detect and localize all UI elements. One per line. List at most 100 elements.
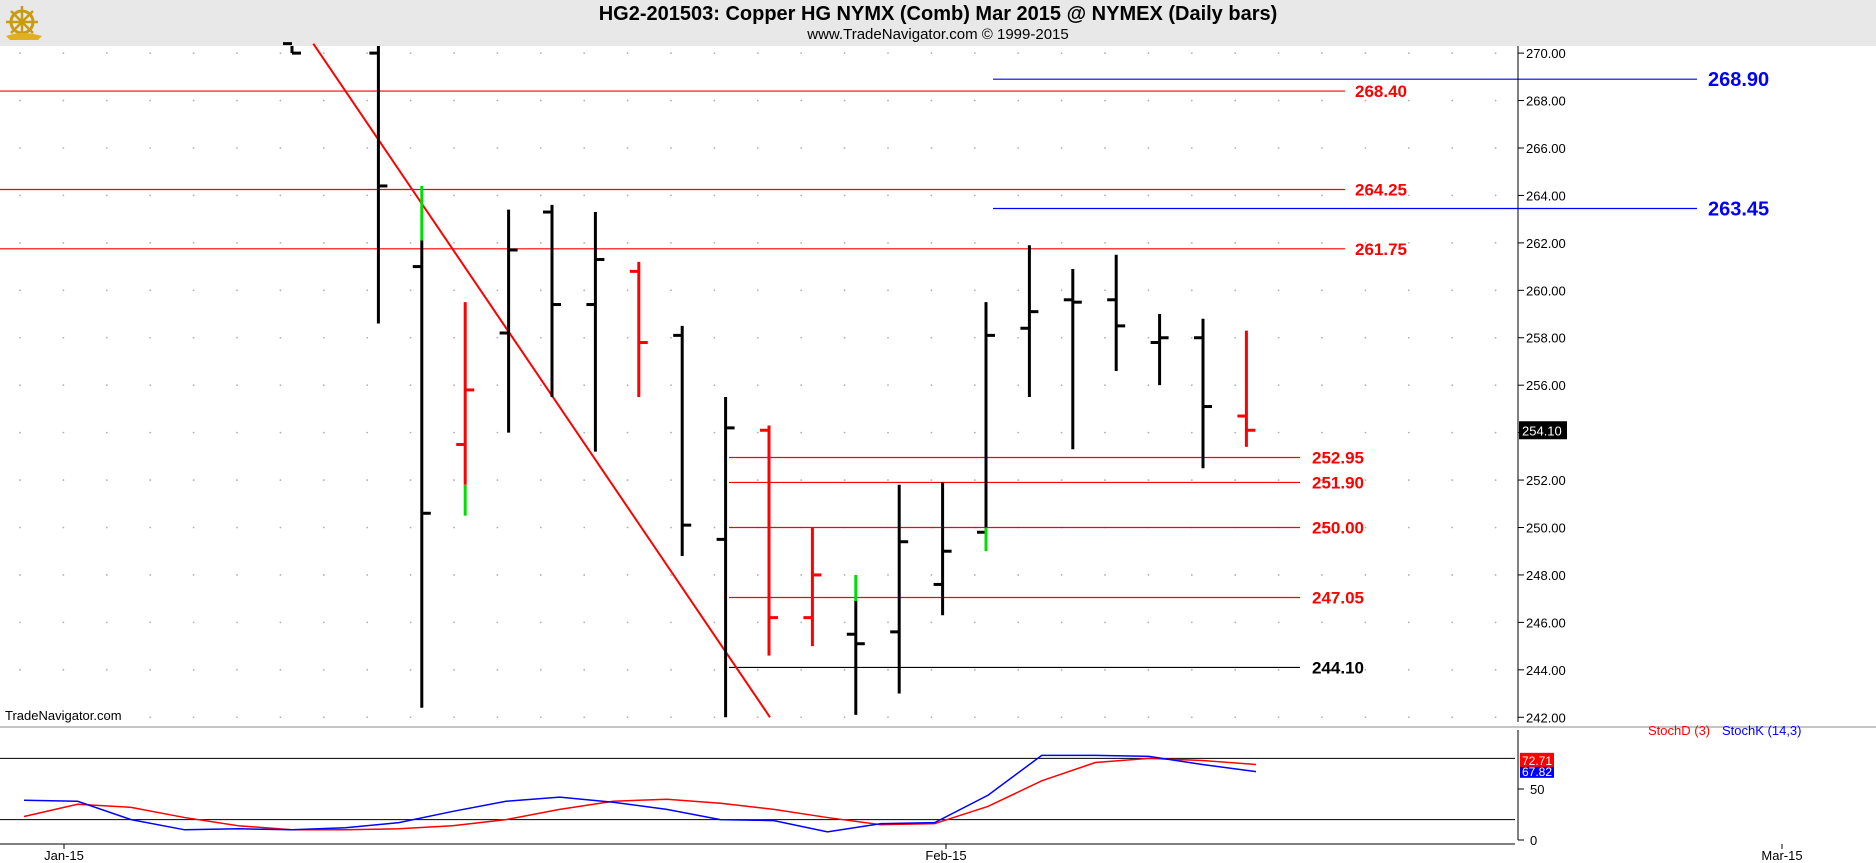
grid-dot <box>105 289 108 292</box>
grid-dot <box>973 479 976 481</box>
grid-dot <box>279 526 282 529</box>
grid-dot <box>930 384 933 387</box>
plot-area <box>0 46 1515 722</box>
grid-dot <box>1277 52 1280 55</box>
grid-dot <box>453 431 455 434</box>
grid-dot <box>1494 621 1497 624</box>
grid-dot <box>1321 526 1323 529</box>
grid-dot <box>1060 289 1063 292</box>
grid-dot <box>322 289 325 292</box>
grid-dot <box>1060 147 1063 149</box>
grid-dot <box>366 621 369 624</box>
grid-dot <box>1451 241 1454 244</box>
grid-dot <box>583 621 586 624</box>
grid-dot <box>409 241 412 244</box>
grid-dot <box>453 147 455 149</box>
grid-dot <box>1494 574 1497 576</box>
grid-dot <box>1104 668 1106 671</box>
grid-dot <box>1321 479 1323 481</box>
grid-dot <box>453 621 455 624</box>
grid-dot <box>1060 431 1063 434</box>
grid-dot <box>800 431 803 434</box>
grid-dot <box>19 289 21 292</box>
grid-dot <box>1017 574 1020 576</box>
grid-dot <box>583 431 586 434</box>
grid-dot <box>1234 574 1237 576</box>
grid-dot <box>1017 668 1020 671</box>
grid-dot <box>1494 336 1497 339</box>
grid-dot <box>670 431 672 434</box>
grid-dot <box>496 52 499 55</box>
grid-dot <box>583 384 586 387</box>
grid-dot <box>539 668 542 671</box>
grid-dot <box>583 574 586 576</box>
grid-dot <box>1364 574 1367 576</box>
grid-dot <box>279 147 282 149</box>
grid-dot <box>843 289 846 292</box>
grid-dot <box>539 716 542 719</box>
grid-dot <box>279 241 282 244</box>
level-label: 268.40 <box>1355 82 1407 101</box>
ohlc-bar <box>716 397 735 718</box>
grid-dot <box>1451 668 1454 671</box>
price-tick-label: 262.00 <box>1526 236 1566 251</box>
grid-dot <box>1234 621 1237 624</box>
grid-dot <box>973 241 976 244</box>
date-axis: Jan-15 Feb-15 Mar-15 <box>0 843 1803 863</box>
grid-dot <box>453 336 455 339</box>
grid-dot <box>1147 574 1150 576</box>
ohlc-bar <box>369 46 388 324</box>
grid-dot <box>800 479 803 481</box>
grid-dot <box>149 336 152 339</box>
grid-dot <box>539 194 542 197</box>
grid-dot <box>670 194 672 197</box>
grid-dot <box>496 431 499 434</box>
grid-dot <box>1451 289 1454 292</box>
grid-dot <box>149 241 152 244</box>
grid-dot <box>1494 479 1497 481</box>
grid-dot <box>105 241 108 244</box>
grid-dot <box>322 526 325 529</box>
grid-dot <box>496 336 499 339</box>
grid-dot <box>192 716 195 719</box>
grid-dot <box>539 241 542 244</box>
grid-dot <box>366 336 369 339</box>
grid-dot <box>670 574 672 576</box>
trendline <box>312 43 771 718</box>
ohlc-bar <box>1237 330 1256 447</box>
grid-dot <box>1017 336 1020 339</box>
grid-dot <box>62 289 65 292</box>
grid-dot <box>19 479 21 481</box>
ohlc-bar <box>673 325 692 556</box>
grid-dot <box>670 289 672 292</box>
grid-dot <box>670 526 672 529</box>
grid-dot <box>756 241 759 244</box>
grid-dot <box>192 479 195 481</box>
grid-dot <box>539 431 542 434</box>
grid-dot <box>583 526 586 529</box>
grid-dot <box>409 574 412 576</box>
grid-dot <box>19 194 21 197</box>
grid-dot <box>105 526 108 529</box>
grid-dot <box>366 716 369 719</box>
grid-dot <box>1277 194 1280 197</box>
grid-dot <box>62 336 65 339</box>
grid-dot <box>62 52 65 55</box>
grid-dot <box>756 574 759 576</box>
grid-dot <box>149 52 152 55</box>
grid-dot <box>1407 336 1410 339</box>
grid-dot <box>626 99 629 102</box>
grid-dot <box>973 431 976 434</box>
grid-dot <box>930 194 933 197</box>
grid-dot <box>1494 289 1497 292</box>
grid-dot <box>713 147 716 149</box>
grid-dot <box>1494 716 1497 719</box>
grid-dot <box>713 621 716 624</box>
grid-dot <box>19 52 21 55</box>
grid-dot <box>236 668 238 671</box>
grid-dot <box>19 574 21 576</box>
grid-dot <box>1017 479 1020 481</box>
grid-dot <box>1017 147 1020 149</box>
grid-dot <box>322 336 325 339</box>
grid-dot <box>1277 716 1280 719</box>
